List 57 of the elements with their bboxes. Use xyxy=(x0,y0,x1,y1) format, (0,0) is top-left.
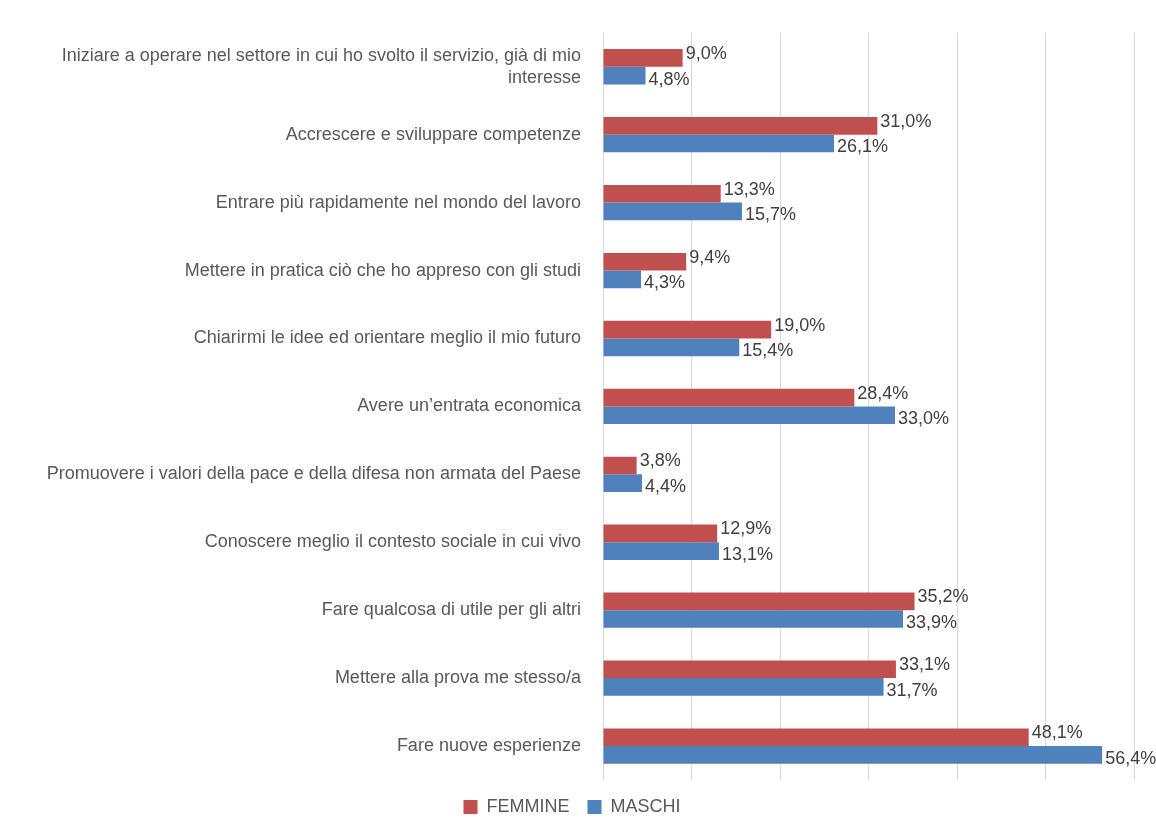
data-label: 28,4% xyxy=(857,382,909,403)
data-label: 56,4% xyxy=(1105,747,1156,768)
y-tick-label: Conoscere meglio il contesto sociale in cui vivo xyxy=(204,531,581,552)
data-label: 33,0% xyxy=(898,408,950,429)
bar xyxy=(603,270,642,289)
bar xyxy=(603,660,896,679)
bar xyxy=(603,610,904,628)
data-label: 26,1% xyxy=(836,136,889,157)
data-label: 31,7% xyxy=(886,679,938,700)
data-label: 12,9% xyxy=(720,518,772,539)
bar xyxy=(603,320,772,339)
y-tick-label: Fare nuove esperienze xyxy=(396,735,581,756)
data-label: 4,4% xyxy=(644,476,686,497)
bar xyxy=(603,252,687,271)
y-tick-label: Mettere alla prova me stesso/a xyxy=(334,667,582,688)
data-label: 3,8% xyxy=(639,450,681,471)
y-tick-label: Entrare più rapidamente nel mondo del lavoro xyxy=(215,191,581,212)
data-label: 4,3% xyxy=(644,272,686,293)
data-label: 4,8% xyxy=(648,68,690,89)
y-tick-label: Promuovere i valori della pace e della difesa non armata del Paese xyxy=(46,463,581,484)
y-tick-label: Fare qualcosa di utile per gli altri xyxy=(321,599,581,620)
bar xyxy=(603,456,637,475)
data-label: 15,4% xyxy=(742,340,794,361)
bar xyxy=(603,117,878,135)
bar xyxy=(603,134,834,153)
bar xyxy=(603,746,1103,764)
bar xyxy=(603,678,884,696)
bar xyxy=(603,542,719,560)
y-tick-label: Chiarirmi le idee ed orientare meglio il mio futuro xyxy=(193,327,581,348)
data-label: 35,2% xyxy=(917,586,969,607)
bar xyxy=(603,524,718,543)
bar xyxy=(603,728,1029,747)
data-label: 33,9% xyxy=(906,611,958,632)
bar xyxy=(603,202,742,221)
legend-label: MASCHI xyxy=(610,795,681,816)
bar xyxy=(603,66,646,85)
bar xyxy=(603,49,683,67)
y-tick-label: Iniziare a operare nel settore in cui ho svolto il servizio, già di mio interesse xyxy=(61,44,581,87)
y-tick-label: Mettere in pratica ciò che ho appreso con gli studi xyxy=(184,259,581,280)
bar xyxy=(603,338,740,357)
y-tick-label: Accrescere e sviluppare competenze xyxy=(285,123,581,144)
bar xyxy=(603,388,855,407)
legend-label: FEMMINE xyxy=(486,795,570,816)
bar xyxy=(603,592,915,611)
data-label: 13,3% xyxy=(723,178,775,199)
data-label: 13,1% xyxy=(721,544,773,565)
bar xyxy=(603,406,896,425)
data-label: 31,0% xyxy=(880,110,932,131)
bar xyxy=(603,474,642,492)
y-tick-label: Avere un’entrata economica xyxy=(357,395,582,416)
data-label: 19,0% xyxy=(774,314,826,335)
data-label: 15,7% xyxy=(744,204,796,225)
data-label: 48,1% xyxy=(1031,722,1083,743)
bar xyxy=(603,184,721,203)
data-label: 9,0% xyxy=(685,42,727,63)
data-label: 9,4% xyxy=(689,246,731,267)
data-label: 33,1% xyxy=(898,654,950,675)
